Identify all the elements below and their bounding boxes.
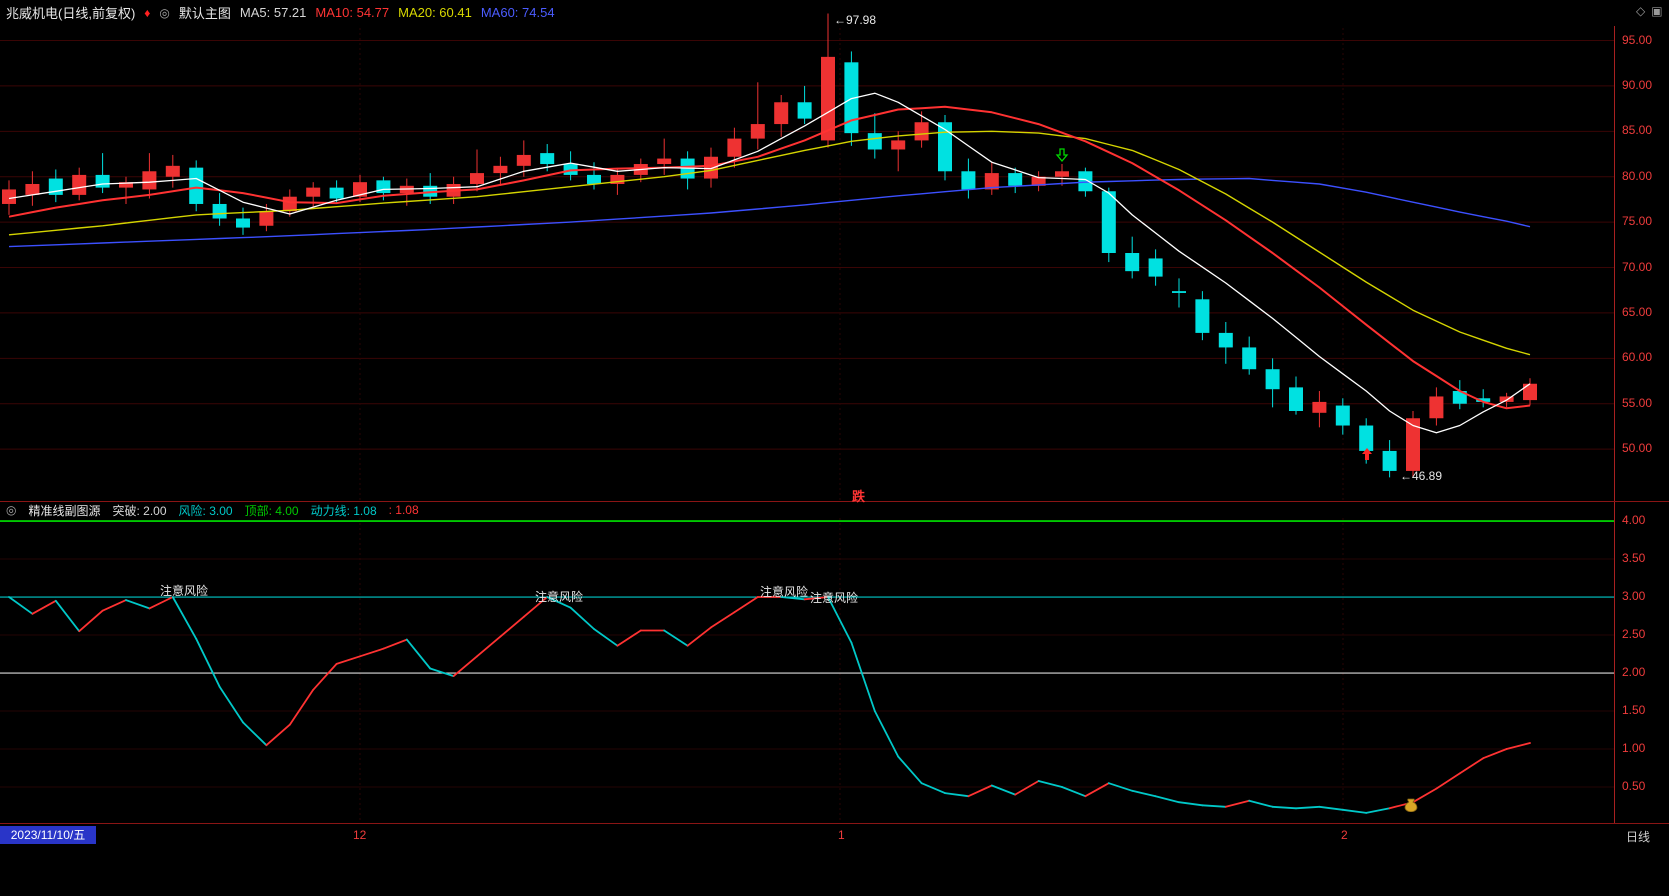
indicator-chart[interactable] — [0, 518, 1614, 824]
month-label-february: 2 — [1341, 828, 1348, 842]
risk-warning-label: 注意风险 — [160, 584, 209, 598]
risk-warning-label: 注意风险 — [760, 585, 809, 599]
fall-label: 跌 — [852, 489, 866, 504]
indicator-risk-value: 风险: 3.00 — [178, 503, 233, 518]
indicator-header: ◎ 精准线副图源 突破: 2.00 风险: 3.00 顶部: 4.00 动力线:… — [0, 501, 1669, 518]
indicator-break-value: 突破: 2.00 — [112, 503, 167, 518]
chart-header: 兆威机电(日线,前复权) ♦ ◎ 默认主图 MA5: 57.21 MA10: 5… — [0, 0, 1610, 25]
indicator-eye-icon[interactable]: ◎ — [159, 5, 170, 20]
risk-warning-label: 注意风险 — [535, 590, 584, 604]
low-price-annotation: ←46.89 — [1400, 469, 1443, 483]
ma5-value: MA5: 57.21 — [239, 5, 307, 20]
indicator-axis: 4.00 3.50 3.00 2.50 2.00 1.50 1.00 0.50 — [1622, 513, 1646, 794]
diamond-icon[interactable]: ◇ — [1636, 4, 1646, 18]
buy-signal-arrow-up-icon — [1360, 448, 1374, 461]
sell-signal-arrow-down-icon — [1055, 148, 1069, 163]
ma60-value: MA60: 74.54 — [480, 5, 555, 20]
window-controls: ◇ ▣ — [1636, 4, 1663, 18]
indicator-eye-icon[interactable]: ◎ — [6, 503, 17, 517]
month-label-december: 12 — [353, 828, 367, 842]
period-label[interactable]: 日线 — [1626, 830, 1651, 844]
main-overlay-label[interactable]: 默认主图 — [178, 6, 231, 21]
ma10-value: MA10: 54.77 — [315, 5, 390, 20]
indicator-power-value: 动力线: 1.08 — [310, 503, 377, 518]
money-bag-icon — [1404, 798, 1418, 813]
price-axis: 95.00 90.00 85.00 80.00 75.00 70.00 65.00 60.00… — [1622, 32, 1653, 456]
indicator-name[interactable]: 精准线副图源 — [28, 503, 101, 518]
stock-title: 兆威机电(日线,前复权) — [6, 6, 136, 21]
date-box: 2023/11/10/五 — [0, 826, 96, 844]
month-label-january: 1 — [838, 828, 845, 842]
indicator-top-value: 顶部: 4.00 — [244, 503, 299, 518]
axis-separator — [1614, 26, 1615, 846]
panel-layout-icon[interactable]: ▣ — [1651, 4, 1663, 18]
risk-warning-label: 注意风险 — [810, 591, 859, 605]
gem-icon[interactable]: ♦ — [144, 5, 151, 20]
ma20-value: MA20: 60.41 — [398, 5, 472, 20]
high-price-annotation: ←97.98 — [834, 13, 877, 27]
indicator-extra-value: : 1.08 — [388, 503, 419, 517]
time-axis-bar: 2023/11/10/五 12 1 2 日线 — [0, 823, 1669, 896]
main-candlestick-chart[interactable] — [0, 0, 1614, 502]
